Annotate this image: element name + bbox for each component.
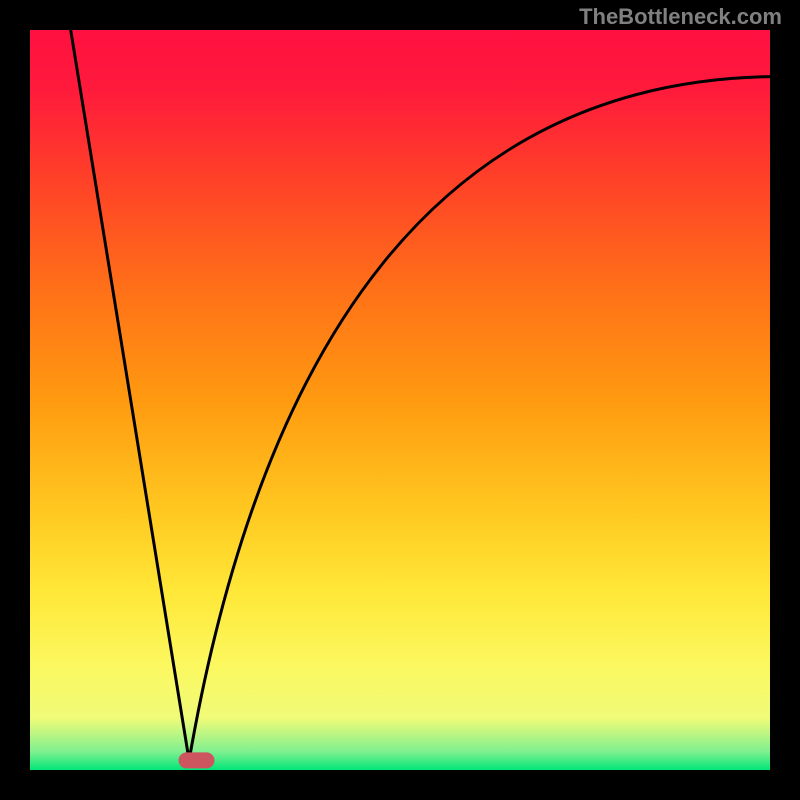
bottleneck-chart	[0, 0, 800, 800]
watermark-text: TheBottleneck.com	[579, 4, 782, 30]
valley-marker	[179, 752, 215, 768]
plot-area	[30, 30, 770, 770]
chart-container: TheBottleneck.com	[0, 0, 800, 800]
